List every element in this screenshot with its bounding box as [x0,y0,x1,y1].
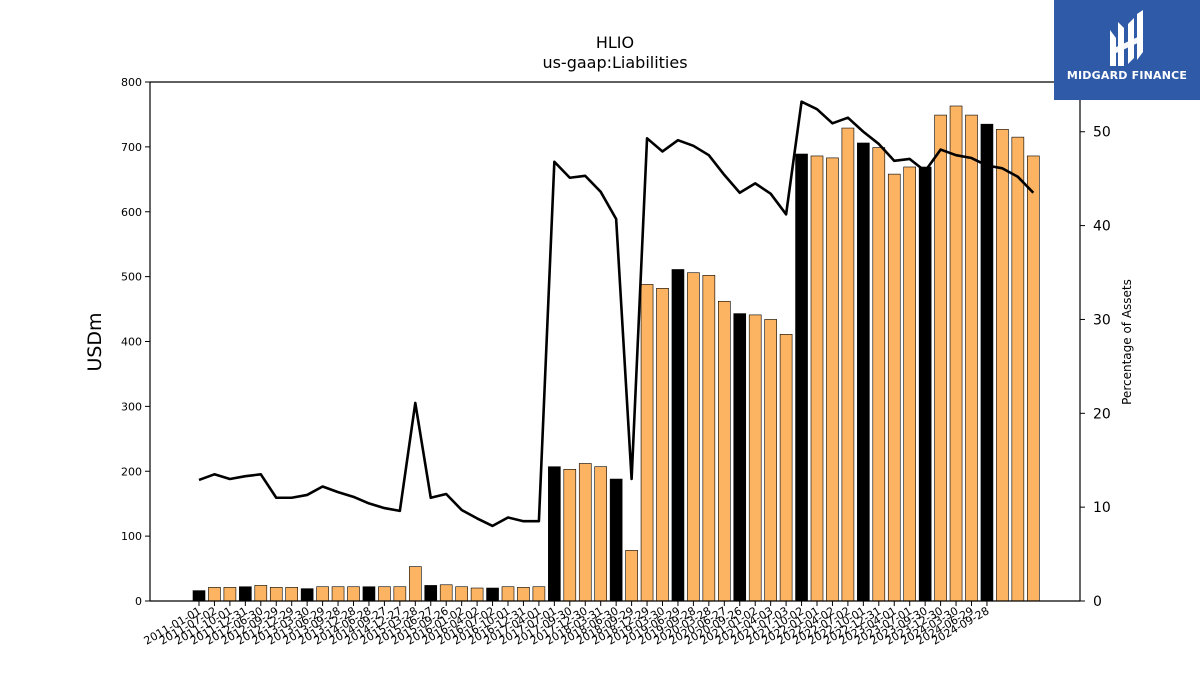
bar [887,173,901,602]
bar [393,586,407,602]
bar [239,586,252,602]
bar [439,584,453,602]
bar [501,586,515,602]
y-tick-label: 800 [121,76,142,89]
chart-subtitle: us-gaap:Liabilities [542,53,687,72]
bar [857,142,870,602]
bar [717,300,731,602]
bar [486,587,499,602]
bar [300,588,314,602]
bar [223,587,237,602]
bar [285,587,299,602]
bar [841,127,855,602]
bar [532,586,546,602]
y-tick-label: 300 [121,400,142,413]
bar [316,586,329,602]
y-tick-label: 200 [121,465,142,478]
bar [934,114,947,602]
bar [764,319,777,602]
y2-tick-label: 0 [1093,594,1102,610]
bar [656,287,669,602]
bar [378,586,391,602]
y-tick-label: 100 [121,530,142,543]
y-tick-label: 400 [121,336,142,349]
percentage-line [198,100,1035,528]
bar-series [192,105,1040,602]
y2-tick-label: 50 [1093,125,1111,141]
chart-title: HLIO [596,33,634,52]
y2-tick-label: 10 [1093,500,1111,516]
bar [795,153,808,602]
midgard-finance-logo: MIDGARD FINANCE [1054,0,1200,100]
bar [563,468,577,602]
bar [996,129,1009,602]
y2-tick-label: 40 [1093,219,1111,235]
percentage-line-series [198,100,1035,528]
bar [594,466,608,602]
bar [331,586,345,602]
bar [625,550,638,602]
bar [1027,155,1040,602]
y-tick-label: 700 [121,141,142,154]
bar [903,166,917,602]
y2-axis-label: Percentage of Assets [1120,279,1134,405]
bar [640,284,654,602]
bar [578,463,592,602]
y-axis-label: USDm [84,312,106,371]
bar [702,275,716,602]
bar [208,587,221,602]
bar [733,313,747,602]
y-tick-label: 600 [121,206,142,219]
y-tick-label: 0 [135,595,142,608]
y2-tick-label: 20 [1093,406,1111,422]
axes: 0 100 200 300 400 500 600 700 800 0 10 20 30 40 50 [121,76,1111,610]
bar [192,590,206,602]
bar [347,586,360,602]
bar [826,157,839,602]
bar [965,114,978,602]
bar [671,269,685,602]
y-tick-label: 500 [121,271,142,284]
bar [810,155,824,602]
bar [609,478,623,602]
bar [424,585,438,602]
bar [254,585,268,602]
logo-name: MIDGARD FINANCE [1066,69,1188,82]
x-tick-labels: 2011-01-012011-07-022011-10-012011-12-31… [142,601,991,648]
bar [455,586,468,602]
bar [949,105,963,602]
bar [408,566,422,602]
logo-mark-icon [1110,10,1143,66]
bar [779,334,793,602]
bar [918,166,932,602]
bar [748,314,762,602]
bar [548,466,561,602]
bar [362,586,376,602]
bar [269,587,283,602]
bar [980,123,994,602]
bar [1011,136,1025,602]
bar [687,272,700,602]
bar [872,147,886,602]
bar [517,587,530,602]
bar [470,587,484,602]
y2-tick-label: 30 [1093,312,1111,328]
